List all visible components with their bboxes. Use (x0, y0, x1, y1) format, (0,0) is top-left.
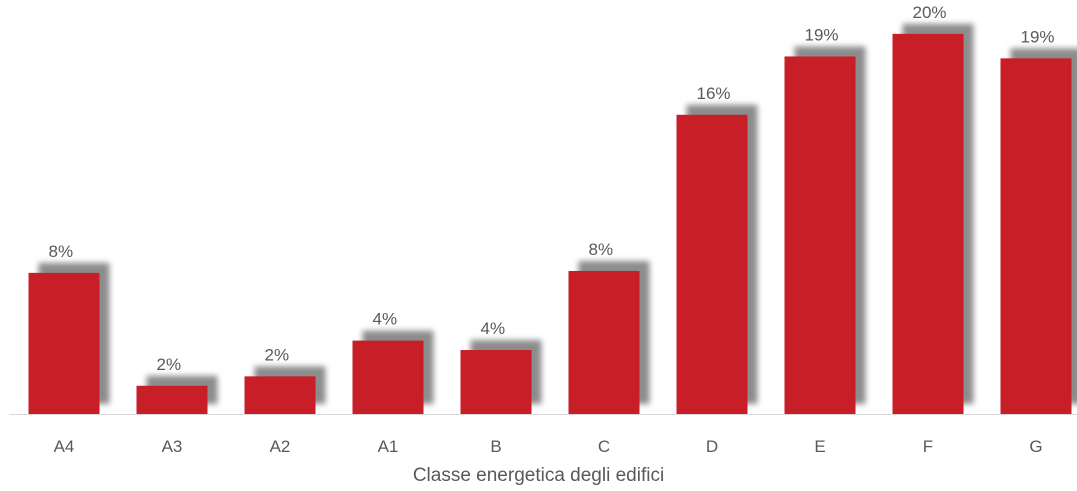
x-tick-label-f: F (923, 437, 933, 456)
data-label-e: 19% (805, 25, 839, 44)
data-label-d: 16% (697, 84, 731, 103)
data-label-a2: 2% (265, 345, 290, 364)
bar-a1 (352, 340, 424, 414)
data-label-f: 20% (913, 3, 947, 22)
bar-c (568, 270, 640, 414)
bar-a4 (28, 272, 100, 414)
bar-a2 (244, 376, 316, 414)
bar-a3 (136, 385, 208, 414)
x-tick-label-g: G (1029, 437, 1042, 456)
x-tick-label-d: D (706, 437, 718, 456)
x-tick-label-a4: A4 (54, 437, 75, 456)
bar-e (784, 56, 856, 415)
x-tick-label-b: B (490, 437, 501, 456)
data-label-a1: 4% (373, 310, 398, 329)
bars (28, 33, 1072, 415)
data-label-b: 4% (481, 319, 506, 338)
data-label-c: 8% (589, 240, 614, 259)
x-tick-label-a1: A1 (378, 437, 399, 456)
x-tick-label-c: C (598, 437, 610, 456)
bar-d (676, 114, 748, 415)
x-tick-label-a2: A2 (270, 437, 291, 456)
x-tick-label-e: E (814, 437, 825, 456)
bar-g (1000, 58, 1072, 414)
x-axis-title: Classe energetica degli edifici (412, 465, 665, 486)
x-tick-label-a3: A3 (162, 437, 183, 456)
bar-f (892, 33, 964, 414)
data-label-a3: 2% (157, 355, 182, 374)
data-label-g: 19% (1021, 27, 1055, 46)
bar-b (460, 350, 532, 414)
x-tick-labels: A4 A3 A2 A1 B C D E F G (54, 437, 1043, 456)
data-labels: 8% 2% 2% 4% 4% 8% 16% 19% 20% 19% (49, 3, 1055, 374)
data-label-a4: 8% (49, 242, 74, 261)
